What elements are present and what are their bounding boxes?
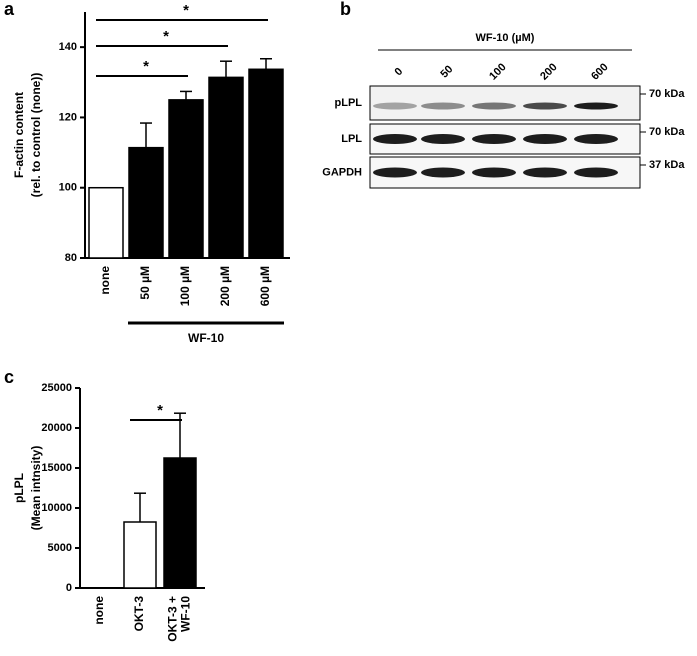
blot-band <box>421 167 465 178</box>
significance-star: * <box>163 28 169 45</box>
blot-band <box>523 102 567 110</box>
bar <box>88 186 124 259</box>
y-tick-label: 20000 <box>41 422 72 434</box>
blot-band <box>523 134 567 144</box>
size-label: 70 kDa <box>649 88 685 100</box>
x-tick-label: none <box>92 596 106 625</box>
group-label: WF-10 <box>188 331 224 345</box>
size-label: 37 kDa <box>649 159 685 171</box>
significance-star: * <box>143 58 149 75</box>
panel-label: c <box>4 367 14 387</box>
y-tick-label: 0 <box>66 582 72 594</box>
panel-label: b <box>340 0 351 19</box>
lane-label: 200 <box>538 61 559 82</box>
significance-star: * <box>157 402 163 419</box>
y-tick-label: 15000 <box>41 462 72 474</box>
bar <box>248 68 284 259</box>
y-axis-label: F-actin content <box>12 92 26 178</box>
y-tick-label: 10000 <box>41 502 72 514</box>
x-tick-label: 600 µM <box>258 266 272 306</box>
lane-label: 100 <box>487 61 508 82</box>
panel-label: a <box>4 0 15 19</box>
y-axis-label: (Mean intnsity) <box>29 446 43 531</box>
blot-band <box>574 134 618 144</box>
bar <box>163 457 197 589</box>
significance-star: * <box>183 2 189 19</box>
blot-title: WF-10 (µM) <box>476 32 535 44</box>
y-tick-label: 80 <box>65 252 77 264</box>
blot-band <box>523 167 567 178</box>
blot-band <box>421 134 465 144</box>
bar <box>168 99 204 259</box>
size-label: 70 kDa <box>649 126 685 138</box>
bar <box>208 76 244 259</box>
blot-band <box>574 102 618 110</box>
row-label: pLPL <box>335 97 363 109</box>
lane-label: 50 <box>438 63 455 80</box>
x-tick-label: 50 µM <box>138 266 152 300</box>
x-tick-label: OKT-3 + <box>166 596 180 642</box>
y-tick-label: 5000 <box>48 542 72 554</box>
blot-band <box>472 134 516 144</box>
x-tick-label: 100 µM <box>178 266 192 306</box>
row-label: LPL <box>341 133 362 145</box>
x-tick-label: WF-10 <box>179 596 193 632</box>
blot-band <box>373 102 417 110</box>
y-axis-label: pLPL <box>12 473 26 503</box>
x-tick-label: none <box>98 266 112 295</box>
lane-label: 600 <box>589 61 610 82</box>
blot-band <box>373 134 417 144</box>
bar <box>123 521 157 589</box>
row-label: GAPDH <box>322 166 362 178</box>
y-tick-label: 120 <box>59 111 77 123</box>
y-tick-label: 140 <box>59 41 77 53</box>
blot-band <box>574 167 618 178</box>
x-tick-label: OKT-3 <box>132 596 146 632</box>
y-tick-label: 25000 <box>41 382 72 394</box>
blot-band <box>421 102 465 110</box>
blot-band <box>472 102 516 110</box>
blot-band <box>472 167 516 178</box>
x-tick-label: 200 µM <box>218 266 232 306</box>
y-axis-label: (rel. to control (none)) <box>29 73 43 198</box>
lane-label: 0 <box>393 66 406 79</box>
y-tick-label: 100 <box>59 182 77 194</box>
blot-band <box>373 167 417 178</box>
bar <box>128 146 164 259</box>
